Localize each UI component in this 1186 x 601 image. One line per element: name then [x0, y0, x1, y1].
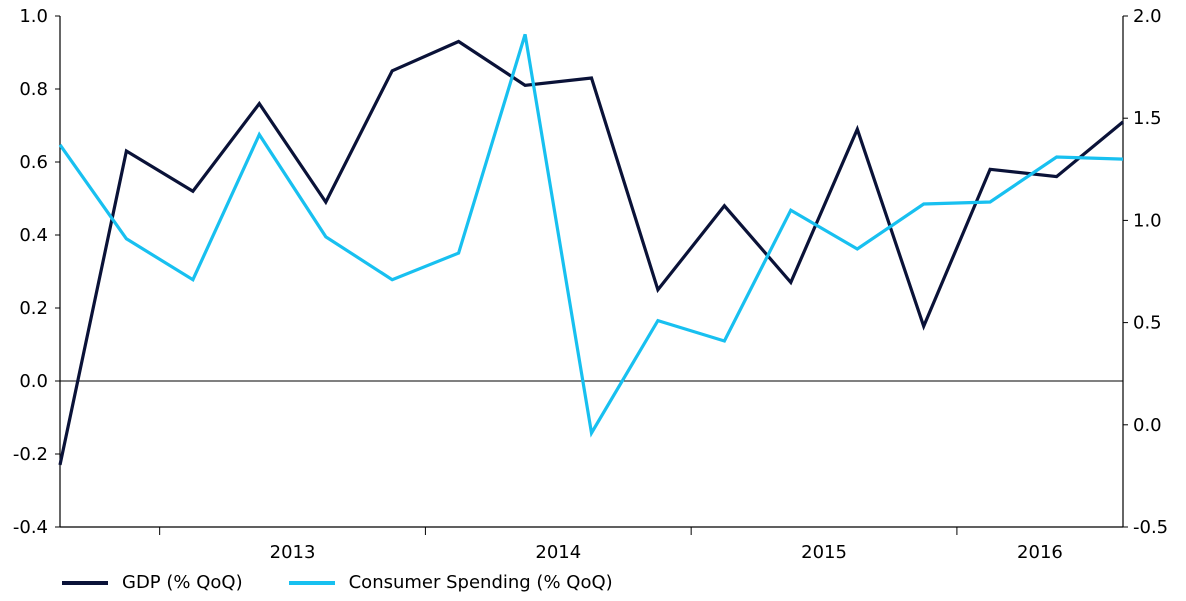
- right-y-tick-label: 2.0: [1133, 6, 1162, 27]
- gdp-line: [58, 39, 1125, 466]
- left-y-tick-label: 0.0: [19, 371, 48, 392]
- right-y-tick-label: 1.0: [1133, 210, 1162, 231]
- left-y-tick-label: 0.6: [19, 152, 48, 173]
- legend-swatch-consumer-spending: [288, 580, 335, 585]
- chart-legend: GDP (% QoQ) Consumer Spending (% QoQ): [62, 572, 659, 593]
- right-y-tick-label: 0.0: [1133, 415, 1162, 436]
- legend-item-consumer-spending: Consumer Spending (% QoQ): [288, 572, 613, 593]
- right-y-tick-label: -0.5: [1133, 517, 1168, 538]
- left-y-tick-label: -0.4: [13, 517, 48, 538]
- left-y-tick-label: 1.0: [19, 6, 48, 27]
- x-tick-label-2015: 2015: [801, 542, 847, 563]
- left-y-tick-label: -0.2: [13, 444, 48, 465]
- left-y-tick-label: 0.2: [19, 298, 48, 319]
- legend-swatch-gdp: [62, 580, 108, 585]
- legend-label-consumer-spending: Consumer Spending (% QoQ): [348, 572, 613, 593]
- left-y-tick-label: 0.8: [19, 79, 48, 100]
- legend-item-gdp: GDP (% QoQ): [62, 572, 243, 593]
- right-y-tick-label: 0.5: [1133, 313, 1162, 334]
- x-tick-label-2013: 2013: [270, 542, 316, 563]
- x-tick-label-2014: 2014: [535, 542, 581, 563]
- x-tick-label-2016: 2016: [1017, 542, 1063, 563]
- left-y-tick-label: 0.4: [19, 225, 48, 246]
- legend-label-gdp: GDP (% QoQ): [122, 572, 243, 593]
- right-y-tick-label: 1.5: [1133, 108, 1162, 129]
